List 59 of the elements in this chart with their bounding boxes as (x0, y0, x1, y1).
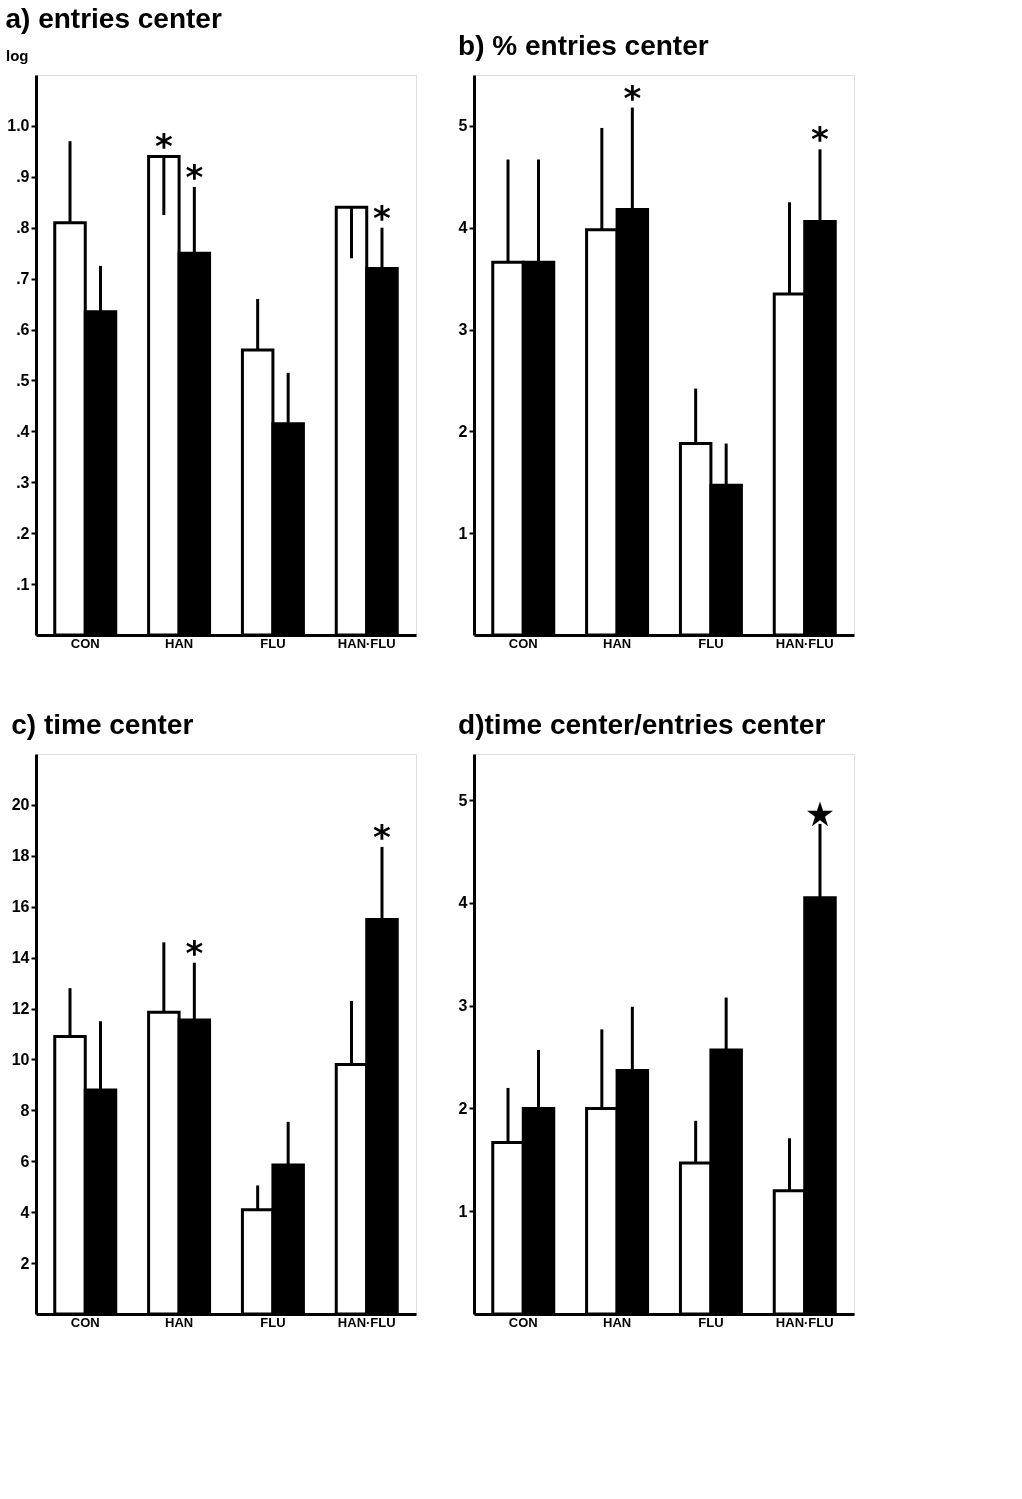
y-tick-label: .2 (16, 524, 30, 542)
y-tick-label: .5 (16, 371, 30, 389)
annotation: * (373, 197, 392, 238)
annotation: * (185, 157, 204, 197)
chart-title: d)time center/entries center (458, 709, 826, 740)
annotation: * (154, 126, 173, 167)
y-tick-label: 4 (458, 219, 468, 237)
y-tick-label: 2 (20, 1254, 30, 1272)
y-tick-label: 1 (458, 524, 468, 542)
y-tick-label: 1.0 (7, 117, 30, 135)
chart-title: a) entries center (5, 3, 222, 34)
x-tick-label: FLU (260, 1314, 286, 1330)
y-tick-label: 18 (11, 847, 30, 865)
y-tick-label: 12 (11, 1000, 30, 1018)
y-tick-label: 8 (20, 1101, 30, 1119)
x-tick-label: CON (70, 1314, 100, 1330)
y-tick-label: 4 (20, 1203, 30, 1221)
x-tick-label: FLU (698, 1314, 724, 1330)
y-tick-label: .8 (16, 219, 30, 237)
x-tick-label: HAN (165, 1314, 194, 1330)
y-tick-label: .7 (16, 270, 30, 288)
y-tick-label: 5 (458, 117, 468, 135)
y-tick-label: .3 (16, 473, 30, 491)
annotation: * (623, 77, 642, 118)
y-axis-title: log (6, 46, 29, 64)
y-tick-label: 14 (11, 949, 30, 967)
y-tick-label: 2 (458, 1100, 468, 1117)
x-tick-label: HAN·FLU (337, 635, 396, 651)
y-tick-label: .9 (16, 168, 30, 186)
x-tick-label: HAN (603, 635, 632, 651)
y-tick-label: 10 (11, 1050, 30, 1068)
x-tick-label: HAN·FLU (775, 635, 834, 651)
x-tick-label: CON (70, 635, 100, 651)
y-tick-label: 16 (11, 898, 30, 916)
y-tick-label: 1 (458, 1202, 468, 1220)
x-tick-label: FLU (698, 635, 724, 651)
annotation: ★ (804, 793, 836, 834)
annotation: * (185, 932, 204, 973)
x-tick-label: HAN·FLU (337, 1314, 396, 1330)
x-tick-label: HAN·FLU (775, 1314, 834, 1330)
y-tick-label: 20 (11, 796, 30, 814)
annotation: * (373, 816, 392, 857)
y-tick-label: 4 (458, 894, 468, 912)
x-tick-label: HAN (165, 635, 194, 651)
y-tick-label: .6 (16, 321, 30, 339)
x-tick-label: FLU (260, 635, 286, 651)
x-tick-label: HAN (603, 1314, 632, 1330)
y-tick-label: 3 (458, 997, 468, 1015)
chart-title: c) time center (11, 709, 194, 740)
y-tick-label: 5 (458, 791, 468, 809)
y-tick-label: 2 (458, 422, 468, 440)
x-tick-label: CON (508, 635, 538, 651)
y-tick-label: 6 (20, 1152, 30, 1170)
y-tick-label: .1 (16, 575, 30, 593)
y-tick-label: .4 (16, 422, 30, 440)
x-tick-label: CON (508, 1314, 538, 1330)
annotation: * (811, 119, 830, 160)
chart-title: b) % entries center (458, 30, 709, 61)
y-tick-label: 3 (458, 321, 468, 339)
